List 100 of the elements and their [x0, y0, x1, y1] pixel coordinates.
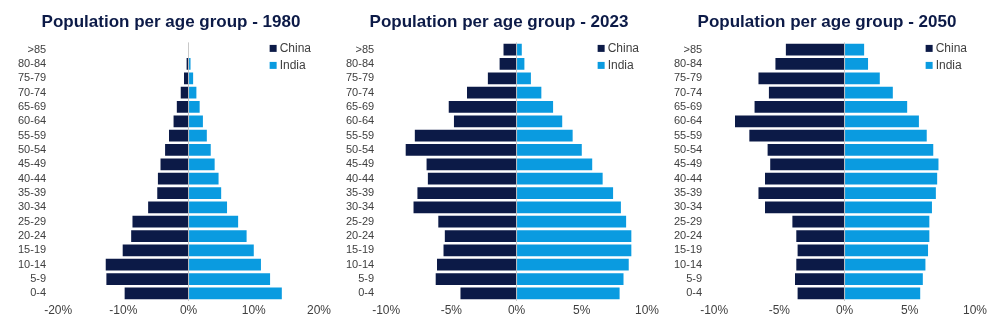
bar	[845, 129, 927, 142]
y-tick-label: 60-64	[345, 114, 375, 127]
bar	[845, 158, 939, 171]
x-tick-label: -5%	[768, 303, 791, 318]
x-tick-label: -10%	[372, 303, 401, 318]
bar	[845, 86, 893, 99]
bar	[189, 230, 247, 242]
bar	[517, 244, 632, 257]
bar	[795, 273, 845, 285]
legend-label: India	[607, 57, 634, 72]
bar	[845, 215, 930, 228]
bar	[189, 144, 211, 156]
y-tick-label: 0-4	[358, 286, 375, 299]
y-tick-label: 5-9	[358, 272, 375, 285]
y-tick-label: 10-14	[17, 257, 47, 270]
bar	[517, 86, 542, 99]
legend-label: India	[279, 57, 306, 72]
bar	[797, 244, 845, 257]
y-tick-label: 80-84	[17, 56, 47, 69]
y-tick-label: 70-74	[673, 85, 703, 98]
y-tick-label: 75-79	[673, 71, 703, 84]
bar	[517, 287, 620, 300]
y-tick-label: 55-59	[673, 128, 703, 141]
bar	[785, 43, 845, 56]
bar	[124, 287, 189, 300]
bar	[148, 201, 189, 214]
y-tick-label: 25-29	[17, 214, 47, 227]
y-tick-label: 40-44	[345, 171, 375, 184]
bar	[845, 230, 930, 242]
bar	[517, 201, 621, 214]
y-tick-label: 70-74	[345, 85, 375, 98]
bar	[173, 115, 189, 128]
y-tick-label: 50-54	[345, 143, 375, 156]
bar	[845, 144, 934, 156]
bar	[517, 129, 573, 142]
bar	[189, 129, 207, 142]
x-tick-label: -20%	[44, 303, 73, 318]
bar	[453, 115, 517, 128]
bar	[517, 158, 593, 171]
y-tick-label: 75-79	[345, 71, 375, 84]
bar	[517, 43, 522, 56]
chart-title: Population per age group - 2050	[697, 11, 957, 31]
y-tick-label: 5-9	[686, 272, 703, 285]
bar	[157, 187, 189, 199]
y-tick-label: 10-14	[345, 257, 375, 270]
y-tick-label: >85	[27, 42, 47, 55]
y-tick-label: 30-34	[17, 200, 47, 213]
bar	[427, 172, 517, 185]
y-tick-label: 25-29	[673, 214, 703, 227]
chart-title: Population per age group - 1980	[41, 11, 301, 31]
bar	[765, 201, 845, 214]
bar	[749, 129, 845, 142]
bar	[165, 144, 189, 156]
bar	[770, 158, 845, 171]
bar	[517, 215, 627, 228]
bar	[189, 287, 282, 300]
y-tick-label: >85	[683, 42, 703, 55]
y-tick-label: 60-64	[17, 114, 47, 127]
x-tick-label: -5%	[440, 303, 463, 318]
bar	[845, 72, 880, 85]
y-tick-label: 5-9	[30, 272, 47, 285]
bar	[460, 287, 517, 300]
y-tick-label: 55-59	[345, 128, 375, 141]
bar	[189, 201, 228, 214]
y-tick-label: 40-44	[673, 171, 703, 184]
bar	[189, 215, 239, 228]
y-tick-label: 60-64	[673, 114, 703, 127]
bar	[467, 86, 517, 99]
bar	[189, 86, 197, 99]
bar	[189, 101, 200, 113]
bar	[517, 187, 614, 199]
x-tick-label: 10%	[241, 303, 267, 318]
x-tick-label: 0%	[179, 303, 198, 318]
y-tick-label: 30-34	[673, 200, 703, 213]
bar	[160, 158, 189, 171]
y-tick-label: 55-59	[17, 128, 47, 141]
y-tick-label: 15-19	[17, 243, 47, 256]
bar	[417, 187, 517, 199]
bar	[122, 244, 189, 257]
bar	[444, 230, 517, 242]
bar	[517, 72, 531, 85]
y-tick-label: 75-79	[17, 71, 47, 84]
y-tick-label: 35-39	[17, 186, 47, 199]
bar	[189, 158, 215, 171]
bar	[845, 101, 908, 113]
bar	[845, 187, 936, 199]
y-tick-label: 45-49	[673, 157, 703, 170]
y-tick-label: 45-49	[345, 157, 375, 170]
bar	[413, 201, 517, 214]
bar	[796, 258, 845, 271]
y-tick-label: 0-4	[30, 286, 47, 299]
y-tick-label: 65-69	[17, 99, 47, 112]
bar	[735, 115, 845, 128]
legend-label: China	[607, 40, 640, 55]
y-tick-label: >85	[355, 42, 375, 55]
y-tick-label: 25-29	[345, 214, 375, 227]
x-tick-label: 10%	[962, 303, 988, 318]
bar	[765, 172, 845, 185]
bar	[845, 58, 869, 70]
bar	[132, 215, 189, 228]
